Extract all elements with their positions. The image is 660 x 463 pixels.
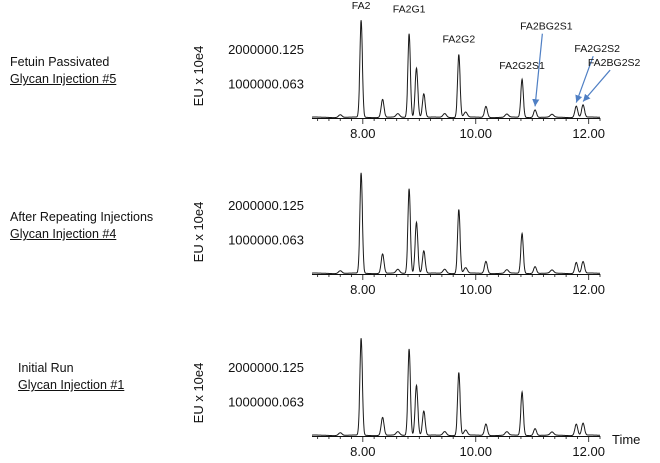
- x-tick-label: 8.00: [350, 282, 375, 297]
- x-tick-label: 12.00: [572, 444, 605, 459]
- x-axis-label: Time: [612, 432, 640, 447]
- x-tick-label: 8.00: [350, 126, 375, 141]
- y-tick-label: 1000000.063: [228, 76, 304, 91]
- chromatogram-trace: [312, 172, 600, 275]
- peak-annotation: FA2BG2S2: [588, 57, 641, 69]
- x-tick-label: 12.00: [572, 126, 605, 141]
- y-tick-label: 2000000.125: [228, 42, 304, 57]
- row-label-panel-1: Fetuin Passivated Glycan Injection #5: [10, 54, 116, 88]
- x-tick-label: 12.00: [572, 282, 605, 297]
- x-tick-label: 10.00: [459, 126, 492, 141]
- chromatogram-panel-2: EU x 10e4 1000000.063 2000000.125 8.00 10.00…: [191, 172, 605, 297]
- annotation-arrow: [532, 33, 543, 107]
- chromatogram-panel-1: EU x 10e4 1000000.063 2000000.125 8.00 10.00…: [191, 0, 641, 141]
- y-axis-label: EU x 10e4: [191, 202, 206, 263]
- y-axis-label: EU x 10e4: [191, 363, 206, 424]
- panel-2-subtitle: Glycan Injection #4: [10, 227, 117, 241]
- panel-1-subtitle: Glycan Injection #5: [10, 72, 117, 86]
- peak-annotation: FA2G1: [393, 3, 426, 15]
- y-tick-label: 2000000.125: [228, 360, 304, 375]
- peak-point: [552, 115, 553, 116]
- chromatogram-trace: [312, 20, 600, 119]
- x-tick-label: 8.00: [350, 444, 375, 459]
- row-label-panel-2: After Repeating Injections Glycan Inject…: [10, 209, 153, 243]
- annotation-arrow: [582, 69, 611, 102]
- panel-3-title: Initial Run: [18, 361, 74, 375]
- x-tick-label: 10.00: [459, 444, 492, 459]
- panel-3-subtitle: Glycan Injection #1: [18, 378, 125, 392]
- y-tick-label: 2000000.125: [228, 198, 304, 213]
- annotation-arrow: [575, 56, 594, 103]
- peak-annotation: FA2G2: [442, 34, 475, 46]
- row-label-panel-3: Initial Run Glycan Injection #1: [18, 360, 124, 394]
- chromatogram-panel-3: EU x 10e4 1000000.063 2000000.125 8.00 10.00…: [191, 338, 640, 459]
- panel-1-title: Fetuin Passivated: [10, 55, 110, 69]
- y-tick-label: 1000000.063: [228, 232, 304, 247]
- chromatogram-trace: [312, 338, 600, 437]
- peak-annotation: FA2BG2S1: [520, 21, 573, 33]
- peak-annotation: FA2G2S2: [574, 43, 620, 55]
- panel-2-title: After Repeating Injections: [10, 210, 154, 224]
- peak-annotation: FA2G2S1: [499, 60, 545, 72]
- peak-annotation: FA2: [352, 0, 371, 12]
- y-axis-label: EU x 10e4: [191, 46, 206, 107]
- x-tick-label: 10.00: [459, 282, 492, 297]
- y-tick-label: 1000000.063: [228, 394, 304, 409]
